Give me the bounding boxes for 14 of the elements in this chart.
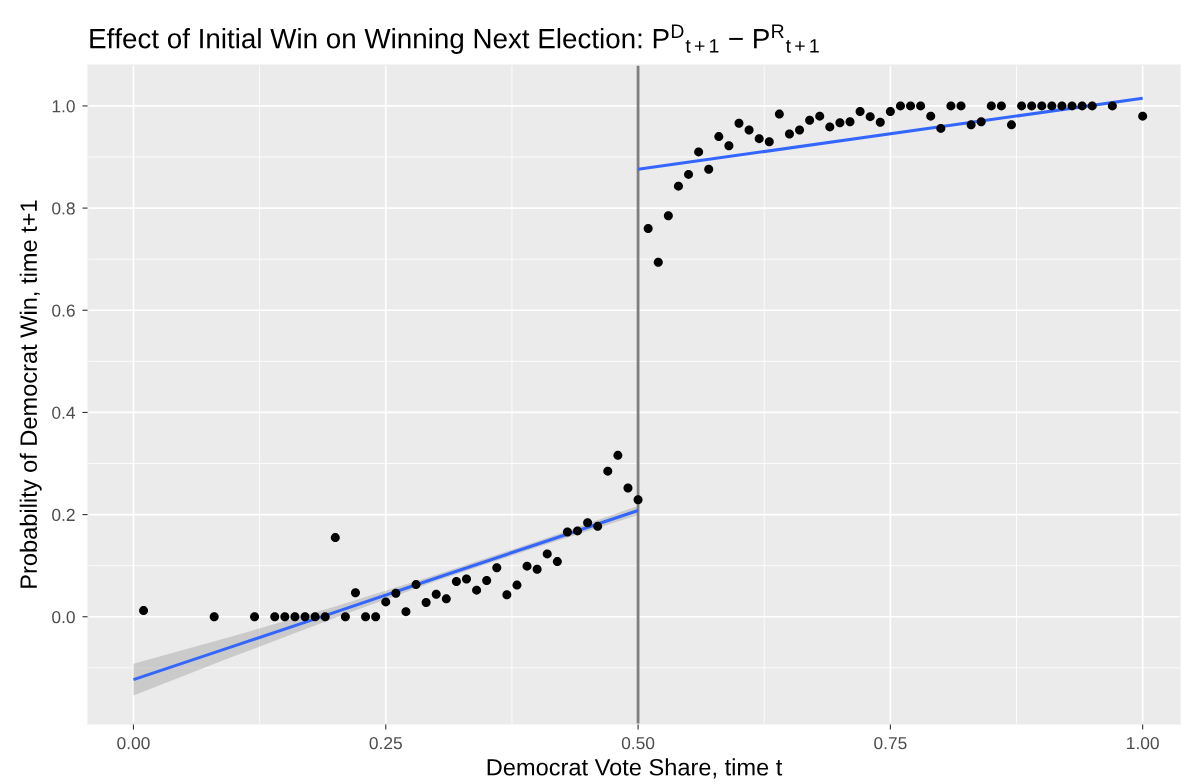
- chart-title: Effect of Initial Win on Winning Next Election: P$^{D}$$_{t+1}$ − P$^{R}$$_{t+1}$: [90, 24, 819, 54]
- y-axis-title: Probability of Democrat Win, time t+1: [19, 200, 42, 588]
- y-tick-label: 0.6: [52, 304, 75, 317]
- x-tick-label: 0.50: [621, 736, 655, 750]
- y-tick-label: 0.8: [52, 202, 75, 215]
- x-tick-label: 0.00: [117, 736, 150, 750]
- y-tick-label: 0.2: [52, 508, 75, 522]
- y-tick-label: 0.0: [52, 610, 75, 624]
- x-axis-title: Democrat Vote Share, time t: [487, 758, 783, 779]
- x-tick-label: 0.75: [874, 736, 907, 750]
- y-tick-label: 0.4: [52, 406, 76, 419]
- x-tick-label: 1.00: [1127, 736, 1159, 750]
- y-tick-label: 1.0: [52, 100, 75, 113]
- x-tick-label: 0.25: [369, 736, 402, 750]
